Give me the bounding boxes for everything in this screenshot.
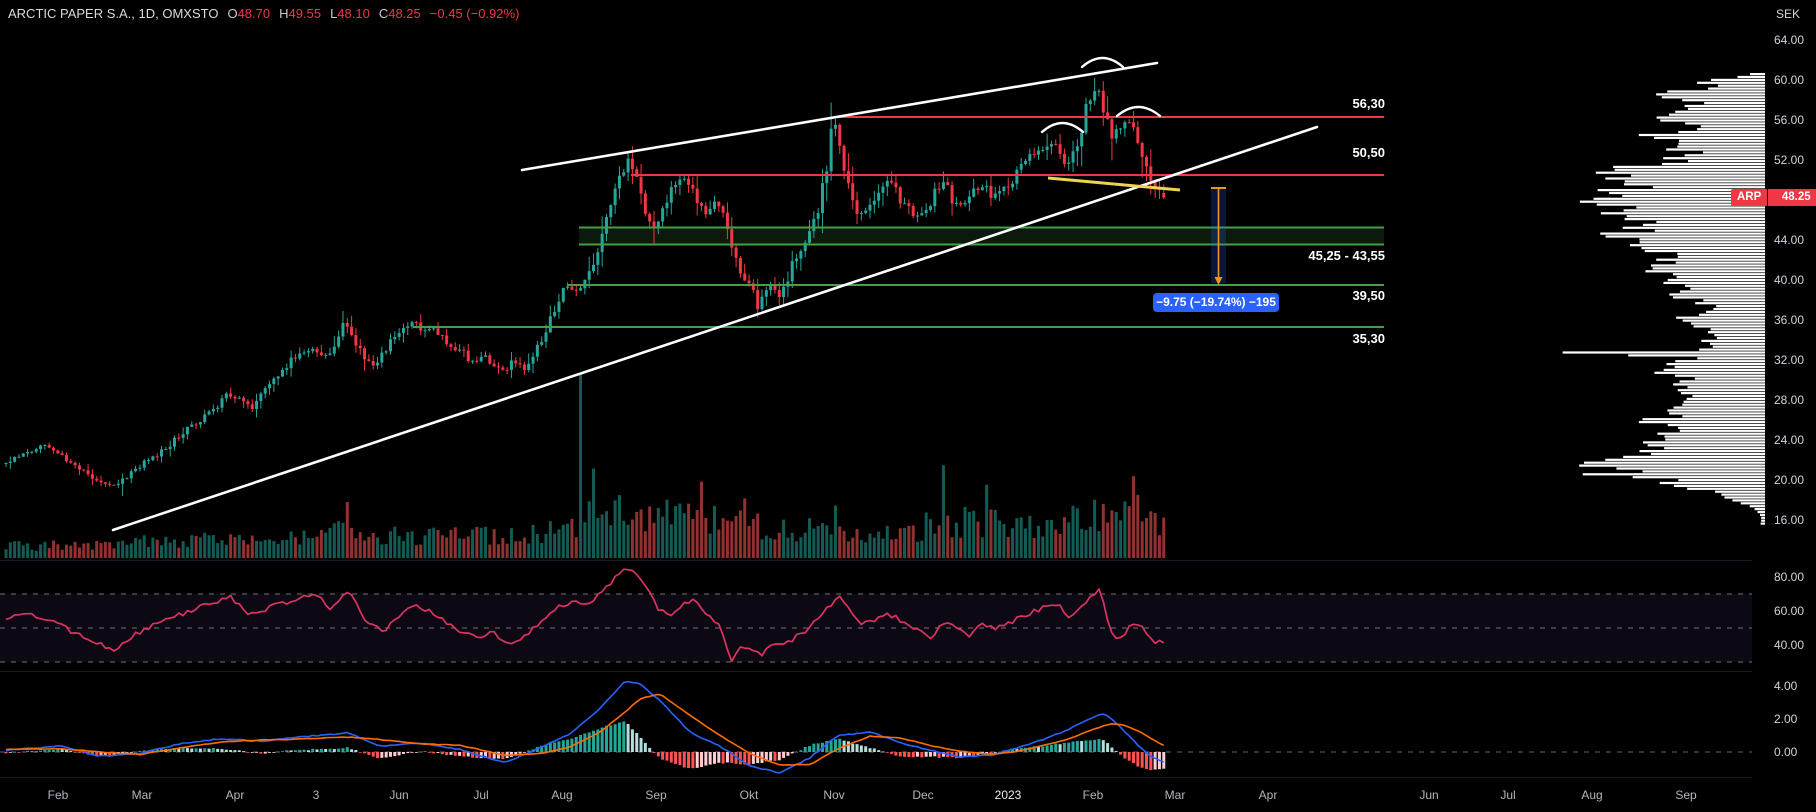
macd-tick-label: 0.00 (1774, 745, 1798, 759)
time-tick-label: Dec (912, 788, 934, 802)
rsi-tick-label: 40.00 (1774, 638, 1805, 652)
price-tick-label: 20.00 (1774, 473, 1805, 487)
high-label: H (279, 6, 289, 21)
price-tick-label: 32.00 (1774, 353, 1805, 367)
time-tick-label: Nov (823, 788, 845, 802)
ticker-tag: ARP (1731, 189, 1768, 206)
time-tick-label: Apr (225, 788, 245, 802)
time-tick-label: Okt (739, 788, 759, 802)
close-label: C (378, 6, 389, 21)
time-tick-label: Aug (551, 788, 573, 802)
last-price-value: 48.25 (1768, 189, 1816, 206)
time-tick-label: 2023 (994, 788, 1022, 802)
price-level-label: 56,30 (1352, 96, 1385, 111)
open-label: O (227, 6, 238, 21)
time-tick-label: Aug (1581, 788, 1603, 802)
macd-tick-label: 4.00 (1774, 678, 1798, 693)
low-value: 48.10 (337, 6, 370, 21)
price-tick-label: 52.00 (1774, 153, 1805, 167)
price-tick-label: 16.00 (1774, 513, 1805, 527)
time-tick-label: Jul (1500, 788, 1516, 802)
time-tick-label: Mar (1164, 788, 1186, 802)
time-tick-label: Jul (473, 788, 489, 802)
time-tick-label: Apr (1258, 788, 1278, 802)
symbol-title[interactable]: ARCTIC PAPER S.A., 1D, OMXSTO (8, 6, 219, 21)
high-value: 49.55 (288, 6, 322, 21)
last-price-badge: ARP 48.25 (1731, 189, 1816, 206)
time-tick-label: Feb (47, 788, 69, 802)
time-tick-label: Sep (645, 788, 667, 802)
low-label: L (330, 6, 338, 21)
time-tick-label: Mar (131, 788, 153, 802)
price-tick-label: 60.00 (1774, 73, 1805, 87)
rsi-tick-label: 80.00 (1774, 570, 1805, 584)
price-tick-label: 24.00 (1774, 433, 1805, 447)
time-tick-label: Feb (1082, 788, 1104, 802)
currency-label: SEK (1776, 7, 1801, 21)
rsi-tick-label: 60.00 (1774, 604, 1805, 618)
open-value: 48.70 (237, 6, 271, 21)
symbol-ohlc-bar: ARCTIC PAPER S.A., 1D, OMXSTO O48.70 H49.5… (8, 6, 519, 21)
close-value: 48.25 (388, 6, 421, 21)
price-tick-label: 44.00 (1774, 233, 1805, 247)
time-tick-label: Jun (1419, 788, 1439, 802)
price-level-label: 39,50 (1352, 288, 1385, 303)
measure-label: −9.75 (−19.74%) −195 (1153, 293, 1279, 312)
price-tick-label: 40.00 (1774, 273, 1805, 287)
time-tick-label: Jun (389, 788, 409, 802)
price-level-label: 45,25 - 43,55 (1308, 248, 1385, 263)
price-tick-label: 28.00 (1774, 393, 1805, 407)
macd-tick-label: 2.00 (1774, 711, 1798, 726)
time-tick-label: Sep (1675, 788, 1697, 802)
price-tick-label: 36.00 (1774, 313, 1805, 327)
price-level-label: 35,30 (1352, 331, 1385, 346)
price-tick-label: 56.00 (1774, 113, 1805, 127)
time-tick-label: 3 (312, 788, 320, 802)
price-level-label: 50,50 (1352, 145, 1385, 160)
price-tick-label: 64.00 (1774, 33, 1805, 47)
change-value: −0.45 (−0.92%) (429, 6, 520, 21)
